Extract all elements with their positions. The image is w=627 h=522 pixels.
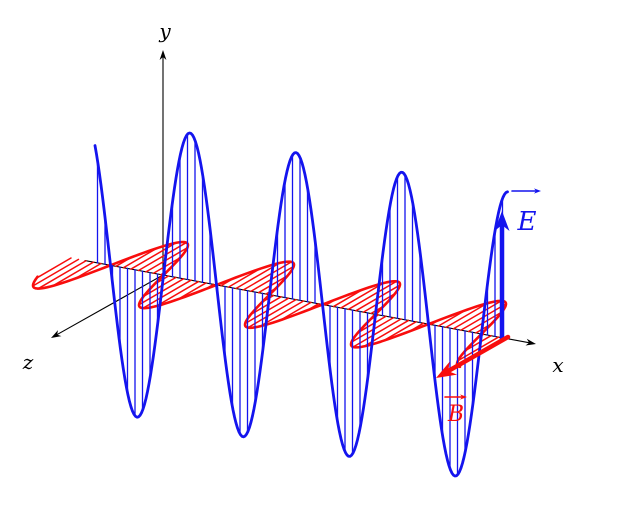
e-field-wave	[93, 131, 509, 478]
z-axis-label: z	[22, 350, 34, 374]
field-vectors	[436, 188, 541, 400]
e-vector-letter: E	[517, 207, 537, 237]
b-vector-label: B	[447, 402, 464, 427]
e-vector-label: E	[517, 207, 537, 237]
b-vector-letter: B	[447, 402, 464, 427]
y-axis-label: y	[158, 19, 171, 43]
x-axis-label: x	[552, 353, 563, 377]
